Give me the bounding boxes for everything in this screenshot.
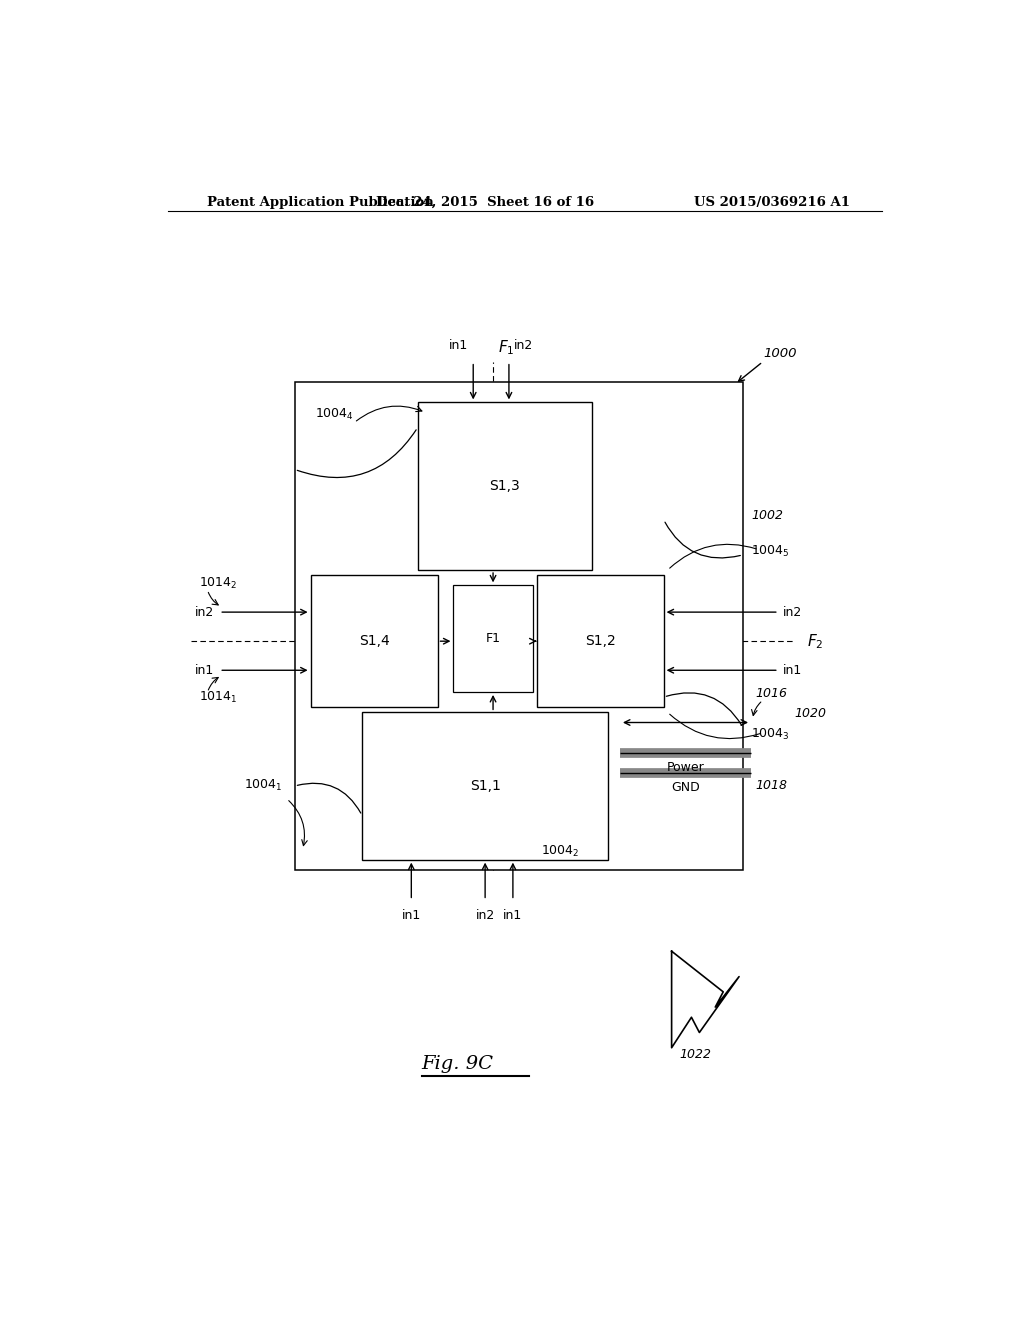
Text: $1014_2$: $1014_2$ [200,576,238,591]
Text: $1004_1$: $1004_1$ [244,777,283,793]
Text: Fig. 9C: Fig. 9C [422,1055,494,1073]
Text: F1: F1 [485,632,501,645]
Text: GND: GND [671,781,699,795]
Text: $1004_2$: $1004_2$ [541,843,580,859]
Bar [295,381,743,870]
Text: S1,1: S1,1 [470,779,501,793]
Text: in1: in1 [503,908,522,921]
Text: in1: in1 [450,338,469,351]
Text: in2: in2 [782,606,802,619]
Text: Patent Application Publication: Patent Application Publication [207,195,434,209]
Text: 1002: 1002 [751,508,783,521]
Text: US 2015/0369216 A1: US 2015/0369216 A1 [694,195,850,209]
Text: $1004_5$: $1004_5$ [751,544,790,558]
Text: in1: in1 [401,908,421,921]
Text: 1018: 1018 [755,779,787,792]
Bar [537,576,664,708]
Text: 1020: 1020 [795,708,826,721]
Text: in2: in2 [475,908,495,921]
Text: $F_1$: $F_1$ [499,338,515,356]
Text: in1: in1 [195,664,214,677]
Text: $1014_1$: $1014_1$ [200,690,239,705]
Text: in2: in2 [195,606,214,619]
Text: 1000: 1000 [763,347,797,359]
Text: Power: Power [667,762,705,774]
Text: 1022: 1022 [680,1048,712,1061]
Text: $1004_3$: $1004_3$ [751,727,790,742]
Text: Dec. 24, 2015  Sheet 16 of 16: Dec. 24, 2015 Sheet 16 of 16 [376,195,594,209]
Text: $1004_4$: $1004_4$ [315,407,354,421]
Bar [362,713,608,859]
Bar [310,576,437,708]
Text: $F_2$: $F_2$ [807,632,823,651]
Bar [454,585,532,692]
Text: 1016: 1016 [755,688,787,700]
Text: S1,4: S1,4 [358,634,389,648]
Bar [418,403,592,570]
Text: in1: in1 [782,664,802,677]
Text: in2: in2 [514,338,532,351]
Text: S1,2: S1,2 [585,634,615,648]
Text: S1,3: S1,3 [489,479,520,494]
